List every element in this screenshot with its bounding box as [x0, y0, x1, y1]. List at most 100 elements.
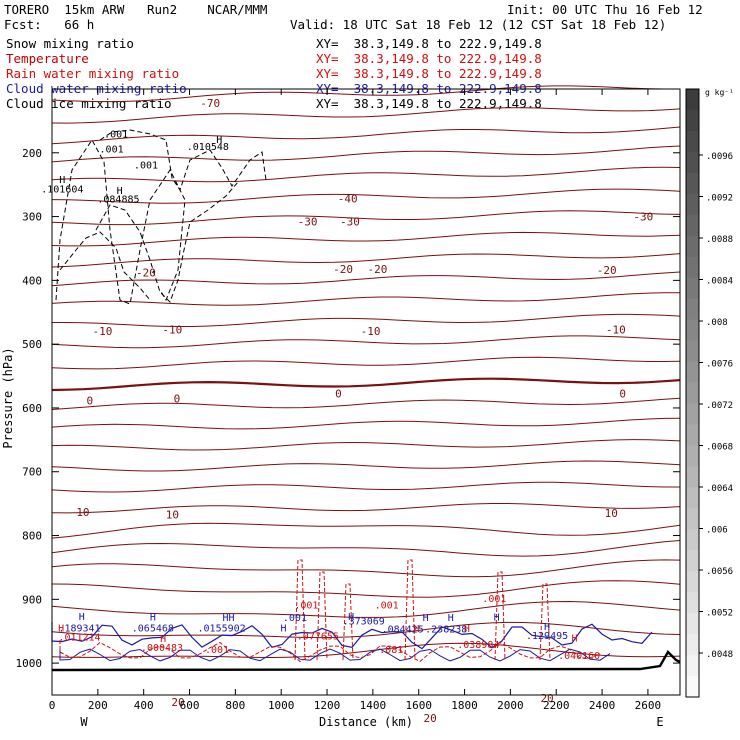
y-tick-label: 600 — [22, 402, 42, 415]
contour-labels: -70 -40 -30 -30 -30 -20 -20 -20 -20 -10 -10 -10 -10 0… — [41, 97, 653, 725]
moisture-label: .001 — [134, 160, 158, 171]
x-tick-label: 2400 — [589, 699, 616, 712]
colorbar-segment — [686, 361, 699, 384]
moisture-label: .001 — [104, 130, 128, 141]
colorbar-segment — [686, 214, 699, 237]
moisture-label: H — [348, 612, 354, 623]
colorbar-tick-label: .0076 — [706, 360, 733, 370]
moisture-label: H — [58, 623, 64, 634]
colorbar-segment — [686, 193, 699, 216]
isotherm — [51, 481, 680, 493]
isotherm-label: -10 — [92, 325, 112, 338]
colorbar-tick-label: .0092 — [706, 194, 733, 204]
colorbar-segment — [686, 592, 699, 614]
colorbar-segment — [686, 172, 699, 195]
colorbar-tick-label: .0052 — [706, 609, 733, 619]
colorbar-tick-label: .0072 — [706, 401, 733, 411]
moisture-label: H — [117, 186, 123, 197]
isotherm-label: 0 — [619, 387, 626, 400]
isotherm-label: -30 — [633, 211, 653, 224]
moisture-label: .040160 — [558, 651, 600, 662]
x-tick-label: 1200 — [314, 699, 341, 712]
colorbar-segment — [686, 634, 699, 656]
moisture-label: .238238 — [425, 625, 467, 636]
colorbar-tick-label: .006 — [706, 526, 728, 536]
moisture-label: .001 — [482, 594, 506, 605]
moisture-label: .084425 — [382, 625, 424, 636]
colorbar-tick-label: .0096 — [706, 152, 733, 162]
y-tick-label: 900 — [22, 593, 42, 606]
isotherm-zero — [51, 377, 681, 392]
isotherm — [51, 559, 681, 578]
x-tick-label: 2200 — [543, 699, 570, 712]
isotherm — [51, 417, 681, 430]
colorbar-tick-label: .0088 — [706, 235, 733, 245]
moisture-label: H — [160, 634, 166, 645]
moisture-label: .001 — [100, 144, 124, 155]
temperature-contours — [51, 85, 681, 659]
isotherm-label: -40 — [338, 193, 358, 206]
field-xy-cloud-ice: XY= 38.3,149.8 to 222.9,149.8 — [316, 96, 542, 111]
isotherm-label: -10 — [361, 325, 381, 338]
y-axis-label: Pressure (hPa) — [1, 347, 15, 448]
colorbar-segment — [686, 130, 699, 153]
colorbar-segment — [686, 382, 699, 404]
valid-time: Valid: 18 UTC Sat 18 Feb 12 (12 CST Sat … — [290, 17, 667, 32]
isotherm — [51, 356, 681, 370]
rain-contour — [316, 571, 328, 661]
y-tick-label: 700 — [22, 466, 42, 479]
x-tick-label: 2600 — [635, 699, 662, 712]
isotherm — [51, 188, 681, 204]
isotherm — [52, 313, 681, 327]
moisture-label: .001 — [375, 600, 399, 611]
colorbar-segment — [686, 655, 699, 677]
isotherm — [51, 397, 681, 410]
colorbar-segment — [686, 277, 699, 300]
colorbar-segment — [686, 676, 699, 698]
moisture-label: .001 — [294, 600, 318, 611]
y-tick-label: 300 — [22, 211, 42, 224]
plot-frame — [51, 88, 681, 696]
isotherm-label: -30 — [298, 216, 318, 229]
colorbar-segment — [686, 424, 699, 446]
cloud-ice-contours — [55, 129, 267, 305]
colorbar-segment — [686, 445, 699, 467]
x-tick-label: 600 — [180, 699, 200, 712]
moisture-label: H — [423, 613, 429, 624]
colorbar-segment — [686, 508, 699, 530]
moisture-label: .0155902 — [198, 623, 246, 634]
moisture-label: .189341 — [58, 623, 100, 634]
model-title: TORERO 15km ARW Run2 NCAR/MMM — [4, 2, 268, 17]
colorbar-segment — [686, 613, 699, 635]
low-level-moisture-contours — [51, 559, 681, 672]
moisture-label: H — [544, 622, 550, 633]
moisture-label: .081 — [379, 645, 403, 656]
x-tick-label: 1600 — [405, 699, 432, 712]
isotherm-label: 20 — [424, 712, 437, 725]
isotherm — [51, 292, 681, 306]
x-tick-label: 2000 — [497, 699, 524, 712]
field-xy-snow: XY= 38.3,149.8 to 222.9,149.8 — [316, 36, 542, 51]
x-tick-label: 800 — [225, 699, 245, 712]
x-tick-label: 1400 — [360, 699, 387, 712]
moisture-label: .011214 — [58, 632, 100, 643]
isotherm — [51, 522, 681, 539]
rain-contour — [404, 559, 416, 661]
colorbar-segment — [686, 571, 699, 593]
isotherm — [51, 145, 681, 163]
colorbar: .0096 .0092 .0088 .0084 .008 .0076 .0072 .0068.… — [685, 88, 733, 698]
terrain-line — [51, 650, 681, 672]
isotherm-label: 20 — [171, 696, 184, 709]
colorbar-segment — [686, 550, 699, 572]
isotherm — [51, 642, 681, 659]
rain-contour — [294, 559, 306, 661]
colorbar-segment — [686, 529, 699, 551]
field-xy-temperature: XY= 38.3,149.8 to 222.9,149.8 — [316, 51, 542, 66]
rain-contour — [59, 640, 601, 663]
x-tick-label: 0 — [49, 699, 56, 712]
west-label: W — [80, 715, 88, 729]
field-name-rain: Rain water mixing ratio — [6, 66, 180, 81]
x-tick-label: 400 — [134, 699, 154, 712]
x-axis-label: Distance (km) — [319, 715, 413, 729]
isotherm — [51, 335, 681, 349]
